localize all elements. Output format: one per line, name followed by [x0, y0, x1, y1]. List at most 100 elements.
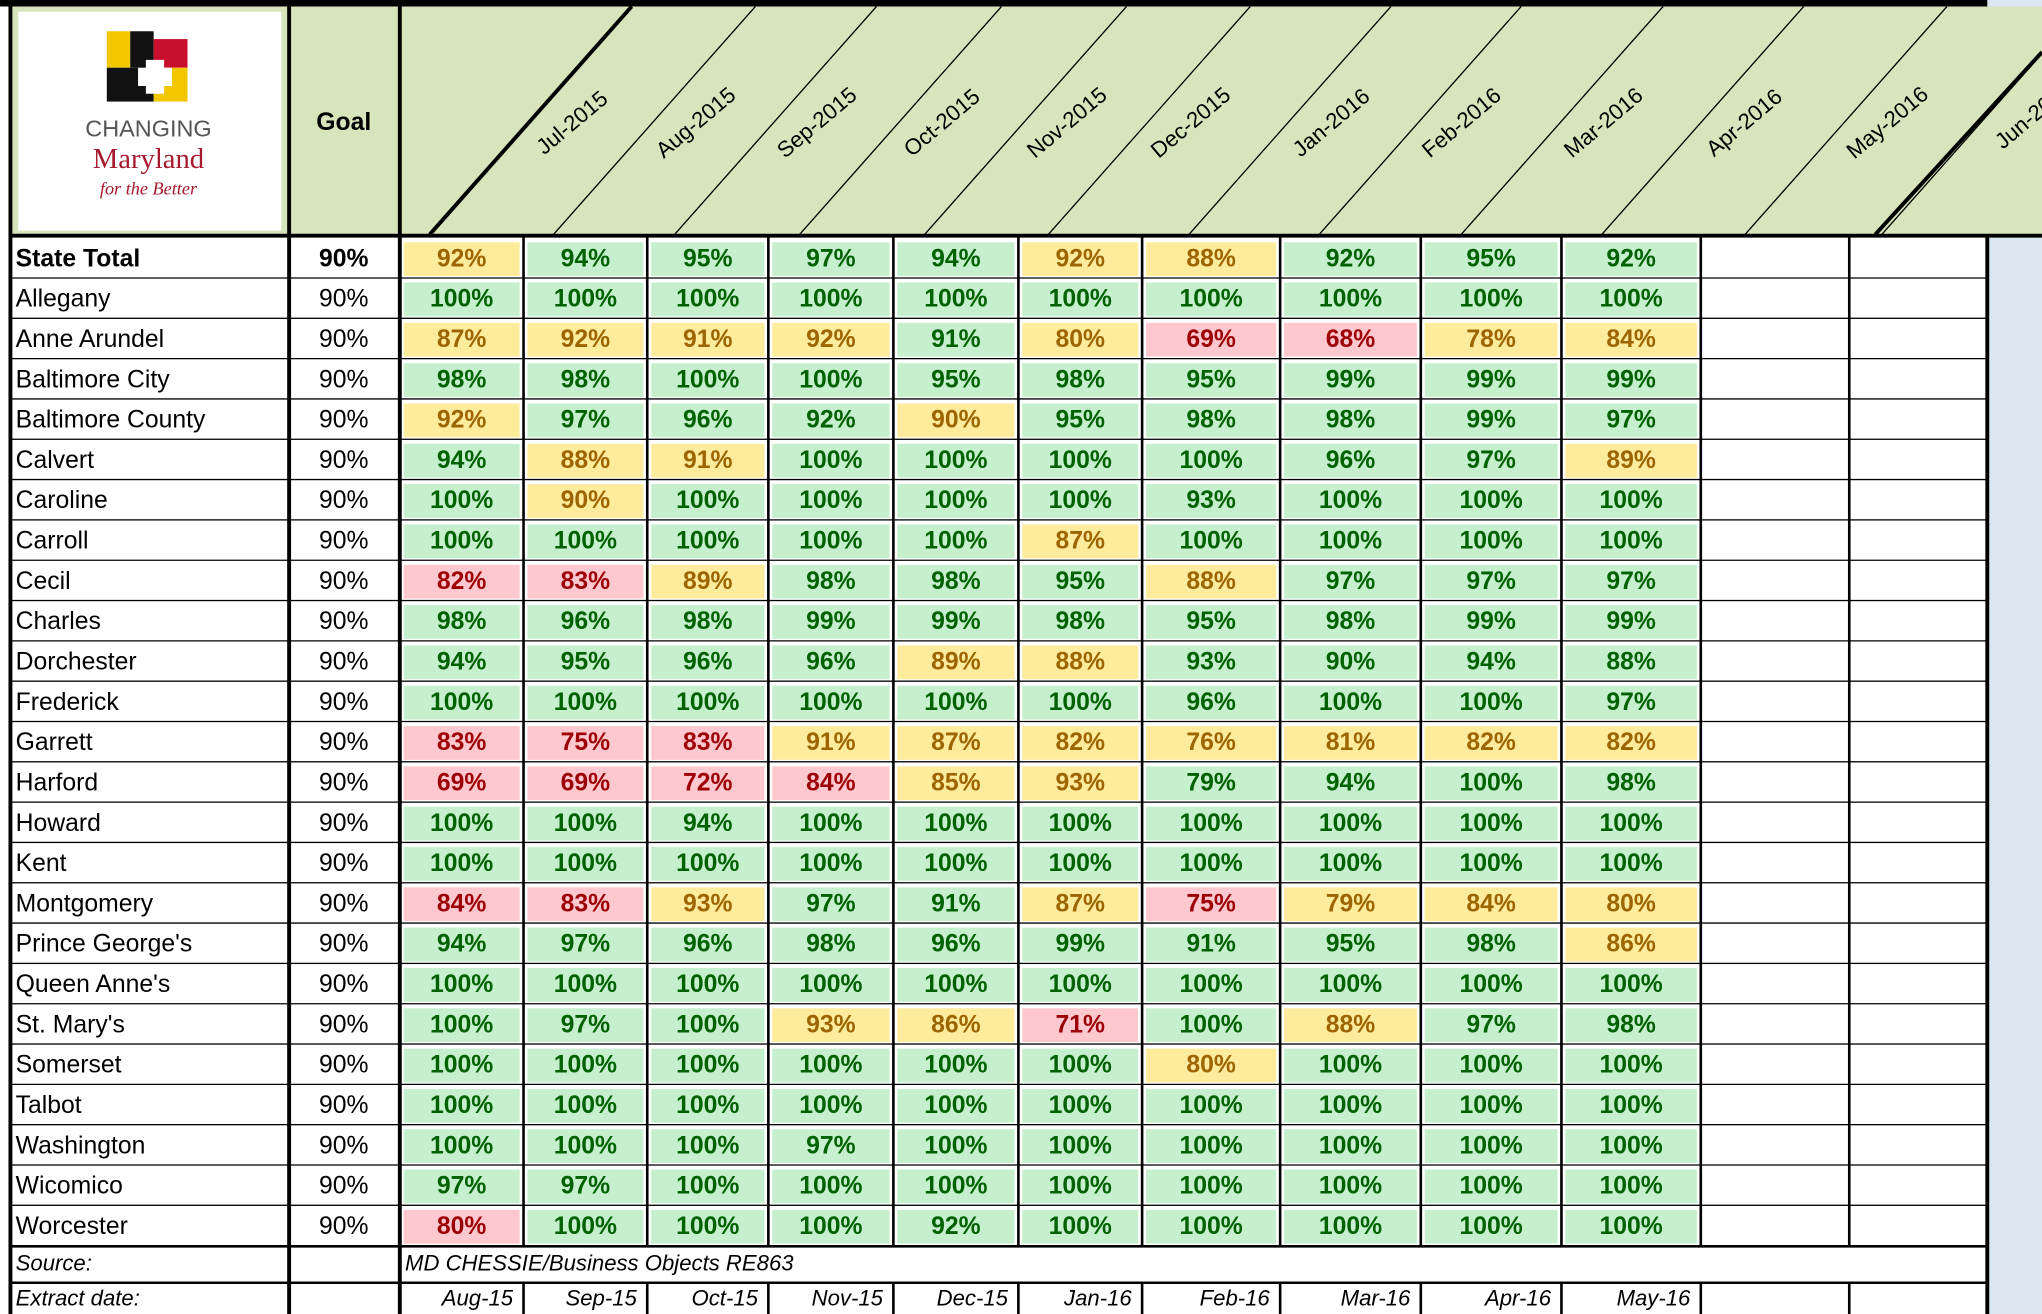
value-text: 90% — [1326, 648, 1376, 675]
value-cell — [527, 726, 644, 760]
value-cell — [1284, 967, 1417, 1002]
value-cell — [651, 282, 765, 317]
value-cell — [527, 403, 644, 438]
value-cell — [651, 322, 765, 357]
goal-cell: 90% — [319, 487, 369, 514]
value-text: 100% — [430, 1132, 493, 1159]
value-cell — [1424, 484, 1558, 518]
value-text: 98% — [1186, 407, 1236, 434]
value-cell — [772, 726, 890, 760]
value-cell — [772, 1008, 890, 1043]
value-text: 100% — [554, 810, 617, 837]
value-cell — [772, 887, 890, 922]
value-cell — [527, 282, 644, 317]
value-text: 100% — [430, 810, 493, 837]
value-text: 100% — [1599, 1052, 1662, 1079]
value-text: 94% — [1466, 648, 1516, 675]
value-text: 84% — [806, 769, 856, 796]
value-cell — [1022, 887, 1139, 922]
value-cell — [1424, 443, 1558, 478]
value-cell — [1146, 1169, 1277, 1204]
value-text: 100% — [1049, 689, 1112, 716]
value-cell — [1565, 1048, 1697, 1083]
value-cell — [527, 967, 644, 1002]
value-text: 100% — [799, 1213, 862, 1240]
value-text: 100% — [1319, 971, 1382, 998]
value-cell — [403, 484, 520, 518]
county-name: Harford — [16, 769, 98, 796]
header-diagonal — [674, 6, 877, 235]
county-name: Frederick — [16, 689, 120, 716]
value-text: 98% — [1606, 769, 1656, 796]
value-cell — [651, 927, 765, 962]
value-text: 100% — [1179, 528, 1242, 555]
value-text: 100% — [924, 689, 987, 716]
value-cell — [1146, 524, 1277, 559]
value-text: 94% — [437, 648, 487, 675]
value-cell — [1146, 1209, 1277, 1244]
value-text: 95% — [1055, 568, 1105, 595]
value-cell — [772, 1129, 890, 1164]
value-text: 94% — [683, 810, 733, 837]
value-text: 82% — [1466, 729, 1516, 756]
goal-cell: 90% — [319, 769, 369, 796]
header-diagonal — [1744, 6, 1948, 235]
value-text: 68% — [1326, 326, 1376, 353]
value-text: 97% — [806, 245, 856, 272]
value-cell — [1424, 524, 1558, 559]
value-cell — [897, 1209, 1015, 1244]
value-text: 100% — [924, 810, 987, 837]
source-label: Source: — [16, 1250, 92, 1275]
value-text: 100% — [1179, 1092, 1242, 1119]
value-cell — [403, 1129, 520, 1164]
value-cell — [1284, 887, 1417, 922]
goal-cell: 90% — [319, 648, 369, 675]
value-text: 100% — [554, 1132, 617, 1159]
value-cell — [1424, 847, 1558, 881]
value-cell — [1146, 927, 1277, 962]
value-text: 97% — [437, 1173, 487, 1200]
header-diagonal — [1601, 6, 1805, 235]
value-cell — [1146, 1129, 1277, 1164]
value-text: 100% — [924, 286, 987, 313]
value-text: 100% — [1599, 487, 1662, 514]
value-cell — [772, 484, 890, 518]
value-text: 83% — [561, 568, 611, 595]
value-text: 99% — [931, 608, 981, 635]
value-cell — [1565, 282, 1697, 317]
value-cell — [1284, 242, 1417, 277]
value-text: 97% — [1606, 689, 1656, 716]
value-text: 80% — [1055, 326, 1105, 353]
value-cell — [1565, 363, 1697, 397]
value-cell — [527, 806, 644, 841]
value-cell — [403, 564, 520, 599]
value-cell — [651, 887, 765, 922]
extract-date: Mar-16 — [1341, 1286, 1411, 1311]
value-cell — [403, 847, 520, 881]
value-text: 100% — [1459, 487, 1522, 514]
value-cell — [403, 927, 520, 962]
county-name: Dorchester — [16, 648, 137, 675]
value-text: 100% — [1179, 810, 1242, 837]
extract-date: Feb-16 — [1200, 1286, 1271, 1311]
value-text: 100% — [554, 528, 617, 555]
value-cell — [527, 363, 644, 397]
value-text: 100% — [924, 1173, 987, 1200]
county-name: State Total — [16, 245, 141, 272]
value-cell — [1565, 564, 1697, 599]
value-text: 82% — [1055, 729, 1105, 756]
value-text: 98% — [1606, 1011, 1656, 1038]
value-cell — [527, 887, 644, 922]
value-text: 82% — [1606, 729, 1656, 756]
county-name: Montgomery — [16, 890, 154, 917]
value-text: 99% — [1466, 366, 1516, 393]
value-cell — [1565, 645, 1697, 680]
value-text: 100% — [1459, 810, 1522, 837]
value-text: 100% — [1319, 689, 1382, 716]
value-cell — [403, 242, 520, 277]
value-cell — [403, 967, 520, 1002]
extract-date: Nov-15 — [812, 1286, 884, 1311]
value-text: 100% — [676, 1213, 739, 1240]
value-cell — [1284, 766, 1417, 801]
goal-cell: 90% — [319, 528, 369, 555]
